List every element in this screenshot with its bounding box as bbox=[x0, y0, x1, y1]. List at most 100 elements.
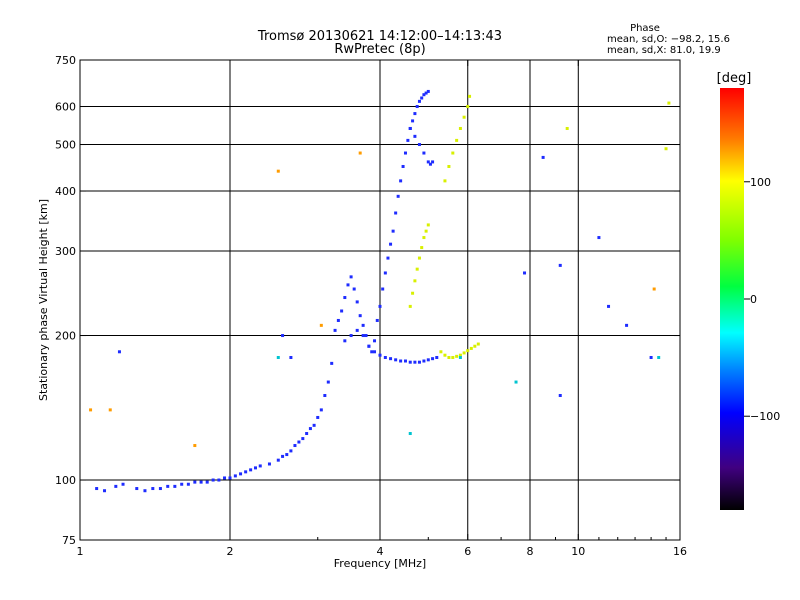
scatter-point-o bbox=[396, 194, 400, 198]
scatter-point-o bbox=[267, 462, 271, 466]
scatter-point-o bbox=[370, 350, 374, 354]
scatter-point-o bbox=[297, 440, 301, 444]
scatter-point-o bbox=[378, 353, 382, 357]
scatter-point-x bbox=[439, 350, 443, 354]
scatter-point-o bbox=[411, 119, 415, 123]
y-tick-label: 600 bbox=[55, 101, 76, 114]
scatter-point-o bbox=[373, 339, 377, 343]
scatter-point-x bbox=[443, 353, 447, 357]
scatter-point-o bbox=[343, 339, 347, 343]
scatter-point-other bbox=[276, 169, 280, 173]
scatter-point-x bbox=[469, 346, 473, 350]
scatter-point-o bbox=[95, 487, 99, 491]
colorbar bbox=[720, 88, 744, 510]
y-tick-label: 100 bbox=[55, 474, 76, 487]
scatter-point-o bbox=[541, 155, 545, 159]
scatter-point-o bbox=[211, 478, 215, 482]
scatter-point-o bbox=[355, 328, 359, 332]
scatter-point-o bbox=[249, 468, 253, 472]
scatter-point-o bbox=[383, 355, 387, 359]
scatter-point-other bbox=[652, 287, 656, 291]
scatter-point-o bbox=[180, 482, 184, 486]
scatter-point-o bbox=[420, 96, 424, 100]
y-axis-label: Stationary phase Virtual Height [km] bbox=[37, 199, 50, 401]
scatter-point-x bbox=[476, 342, 480, 346]
scatter-point-x bbox=[462, 115, 466, 119]
y-tick-label: 300 bbox=[55, 245, 76, 258]
scatter-point-o bbox=[223, 476, 227, 480]
x-tick-label: 8 bbox=[527, 545, 534, 558]
scatter-point-o bbox=[253, 466, 257, 470]
y-tick-label: 500 bbox=[55, 139, 76, 152]
scatter-point-other bbox=[193, 444, 197, 448]
scatter-point-o bbox=[649, 355, 653, 359]
scatter-point-other bbox=[358, 151, 362, 155]
scatter-point-x bbox=[447, 355, 451, 359]
scatter-point-x bbox=[415, 267, 419, 271]
scatter-point-o bbox=[403, 359, 407, 363]
y-tick-label: 400 bbox=[55, 185, 76, 198]
scatter-point-o bbox=[424, 91, 428, 95]
scatter-point-x bbox=[426, 223, 430, 227]
scatter-point-o bbox=[389, 242, 393, 246]
scatter-point-o bbox=[349, 334, 353, 338]
scatter-point-o bbox=[289, 449, 293, 453]
y-tick-label: 200 bbox=[55, 330, 76, 343]
y-tick-label: 75 bbox=[62, 534, 76, 547]
scatter-point-x bbox=[466, 349, 470, 353]
scatter-point-other bbox=[408, 432, 412, 436]
scatter-point-x bbox=[451, 151, 455, 155]
scatter-point-x bbox=[458, 126, 462, 130]
scatter-point-o bbox=[233, 474, 237, 478]
scatter-point-o bbox=[316, 415, 320, 419]
scatter-point-o bbox=[361, 334, 365, 338]
scatter-point-o bbox=[173, 484, 177, 488]
x-tick-label: 10 bbox=[571, 545, 585, 558]
scatter-point-x bbox=[466, 105, 470, 109]
scatter-point-o bbox=[301, 437, 305, 441]
scatter-point-o bbox=[597, 236, 601, 240]
scatter-point-x bbox=[468, 94, 472, 98]
x-tick-label: 16 bbox=[673, 545, 687, 558]
scatter-point-o bbox=[389, 357, 393, 361]
scatter-point-o bbox=[239, 472, 243, 476]
scatter-point-x bbox=[565, 126, 569, 130]
scatter-point-o bbox=[276, 458, 280, 462]
grid-lines bbox=[80, 60, 680, 540]
scatter-point-other bbox=[657, 355, 661, 359]
scatter-point-x bbox=[417, 256, 421, 260]
scatter-point-other bbox=[276, 355, 280, 359]
scatter-point-o bbox=[114, 484, 118, 488]
scatter-point-o bbox=[406, 138, 410, 142]
scatter-point-o bbox=[199, 480, 203, 484]
scatter-point-o bbox=[217, 478, 221, 482]
scatter-point-o bbox=[426, 89, 430, 93]
chart-subtitle: RwPretec (8p) bbox=[334, 42, 425, 57]
scatter-point-x bbox=[455, 138, 459, 142]
scatter-point-o bbox=[340, 309, 344, 313]
scatter-point-o bbox=[193, 480, 197, 484]
scatter-point-other bbox=[108, 408, 112, 412]
phase-info-o: mean, sd,O: −98.2, 15.6 bbox=[607, 34, 730, 45]
scatter-point-o bbox=[343, 296, 347, 300]
scatter-point-o bbox=[422, 151, 426, 155]
scatter-point-o bbox=[364, 334, 368, 338]
scatter-point-o bbox=[228, 476, 232, 480]
scatter-point-x bbox=[462, 351, 466, 355]
scatter-point-o bbox=[399, 179, 403, 183]
colorbar-label: [deg] bbox=[717, 71, 752, 86]
scatter-point-o bbox=[308, 427, 312, 431]
scatter-point-o bbox=[394, 358, 398, 362]
scatter-point-o bbox=[352, 287, 356, 291]
y-axis-ticks: 75 100 200 300 400 500 600 750 bbox=[55, 54, 680, 547]
scatter-point-o bbox=[186, 482, 190, 486]
scatter-point-o bbox=[330, 361, 334, 365]
scatter-point-o bbox=[422, 93, 426, 97]
scatter-point-o bbox=[558, 263, 562, 267]
scatter-point-x bbox=[408, 304, 412, 308]
scatter-point-x bbox=[424, 229, 428, 233]
x-tick-label: 6 bbox=[464, 545, 471, 558]
scatter-point-o bbox=[326, 380, 330, 384]
scatter-point-o bbox=[417, 99, 421, 103]
